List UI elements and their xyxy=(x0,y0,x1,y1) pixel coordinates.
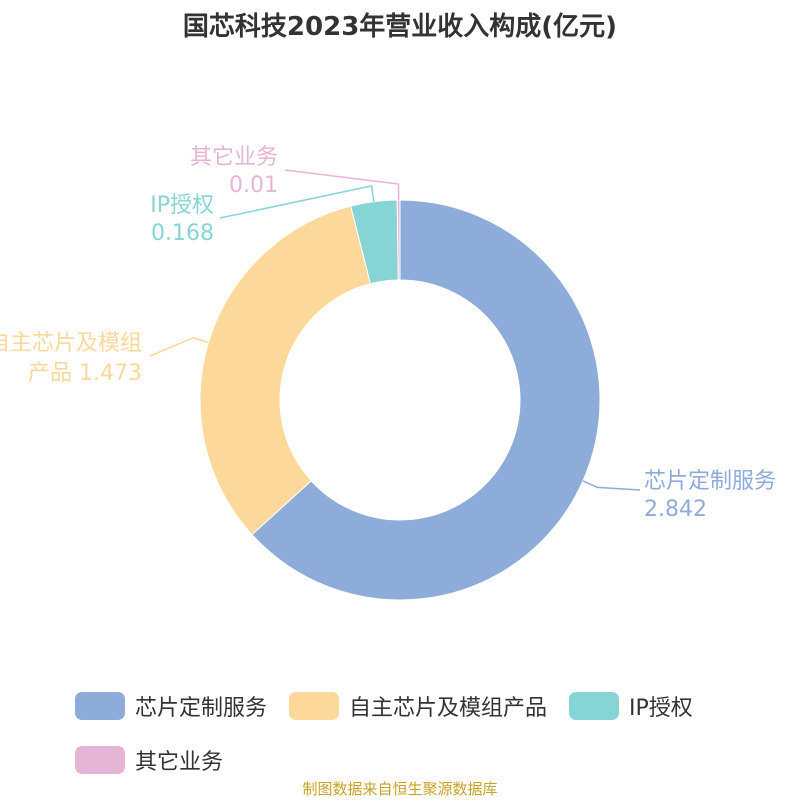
donut-slice-1[interactable] xyxy=(199,205,372,536)
legend-swatch xyxy=(569,692,620,720)
slice-label-0-1: 2.842 xyxy=(644,497,707,522)
donut-slice-0[interactable] xyxy=(251,199,601,601)
legend-swatch xyxy=(289,692,340,720)
legend-item-ip-license[interactable]: IP授权 xyxy=(569,690,693,722)
slice-label-3-1: 0.01 xyxy=(229,173,278,198)
data-source-note: 制图数据来自恒生聚源数据库 xyxy=(302,780,498,798)
chart-legend: 芯片定制服务 自主芯片及模组产品 IP授权 其它业务 xyxy=(75,688,775,796)
legend-item-own-chip-module[interactable]: 自主芯片及模组产品 xyxy=(289,690,547,722)
legend-label: IP授权 xyxy=(629,696,693,721)
leader-line-2 xyxy=(219,184,375,219)
leader-line-0 xyxy=(582,480,641,491)
leader-line-1 xyxy=(149,337,209,357)
chart-title: 国芯科技2023年营业收入构成(亿元) xyxy=(182,12,618,42)
legend-label: 其它业务 xyxy=(135,750,224,775)
legend-label: 自主芯片及模组产品 xyxy=(349,696,548,721)
slice-label-0-0: 芯片定制服务 xyxy=(644,469,776,494)
leader-line-3 xyxy=(284,169,400,201)
legend-item-other-business[interactable]: 其它业务 xyxy=(75,744,223,776)
donut-slice-3[interactable] xyxy=(396,199,401,281)
legend-swatch xyxy=(75,746,125,774)
legend-swatch xyxy=(75,692,125,720)
legend-label: 芯片定制服务 xyxy=(135,696,268,721)
slice-label-2-1: 0.168 xyxy=(151,221,214,246)
legend-item-chip-custom-service[interactable]: 芯片定制服务 xyxy=(75,690,267,722)
slice-label-3-0: 其它业务 xyxy=(190,145,278,170)
slice-label-1-0: 自主芯片及模组 xyxy=(0,331,142,356)
slice-label-1-1: 产品 1.473 xyxy=(28,361,142,386)
slice-label-2-0: IP授权 xyxy=(150,193,214,218)
